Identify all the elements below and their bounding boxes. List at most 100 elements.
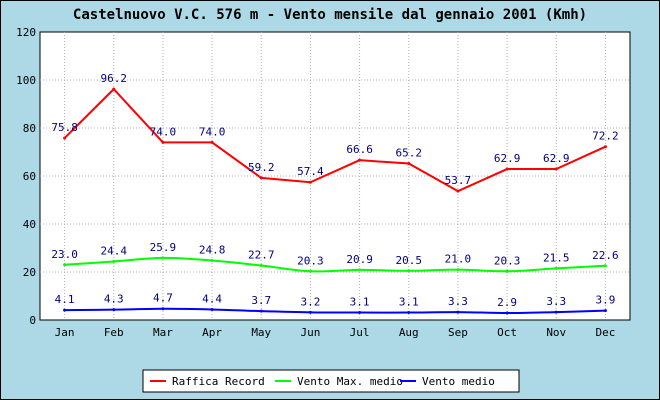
data-point [554, 266, 558, 270]
data-label: 3.3 [448, 295, 468, 308]
data-point [63, 308, 67, 312]
x-tick-label: Sep [448, 326, 468, 339]
data-label: 20.3 [297, 254, 324, 267]
data-point [63, 263, 67, 267]
x-tick-label: Feb [104, 326, 124, 339]
data-label: 3.1 [399, 296, 419, 309]
series-line-vento-medio [64, 307, 606, 315]
series-line-raffica-record [63, 87, 606, 193]
data-label: 3.9 [595, 294, 615, 307]
data-point [161, 307, 165, 311]
data-point [112, 308, 116, 312]
x-tick-label: Mar [153, 326, 173, 339]
y-tick-label: 80 [23, 122, 36, 135]
chart-title: Castelnuovo V.C. 576 m - Vento mensile d… [73, 7, 587, 23]
x-tick-label: Jan [55, 326, 75, 339]
x-tick-label: Jul [350, 326, 370, 339]
y-tick-label: 100 [16, 74, 36, 87]
series-line-vento-max-medio [64, 256, 606, 273]
data-point [112, 259, 116, 263]
y-tick-label: 60 [23, 170, 36, 183]
x-tick-label: Dec [595, 326, 615, 339]
data-label: 65.2 [396, 147, 423, 160]
data-label: 75.8 [51, 121, 78, 134]
x-tick-label: Jun [300, 326, 320, 339]
data-label: 20.9 [346, 253, 373, 266]
data-label: 4.7 [153, 292, 173, 305]
data-label: 24.4 [101, 244, 128, 257]
data-point [210, 258, 214, 262]
data-label: 4.4 [202, 292, 222, 305]
legend-label-vento-medio: Vento medio [422, 375, 495, 388]
grid-lines [40, 32, 630, 320]
y-tick-label: 40 [23, 218, 36, 231]
y-tick-label: 120 [16, 26, 36, 39]
data-label: 20.5 [396, 254, 423, 267]
data-point [407, 269, 411, 273]
y-tick-label: 0 [29, 314, 36, 327]
x-tick-label: Oct [497, 326, 517, 339]
y-tick-label: 20 [23, 266, 36, 279]
data-point [259, 309, 263, 313]
data-point [161, 140, 165, 144]
data-point [112, 87, 116, 91]
data-point [554, 310, 558, 314]
x-tick-label: Apr [202, 326, 222, 339]
legend: Raffica Record Vento Max. medio Vento medi… [142, 369, 520, 393]
series-layer: 75.8 96.2 74.0 74.0 59.2 57.4 66.6 65.2 53.7 62.9… [51, 72, 619, 315]
data-point [407, 162, 411, 166]
x-tick-label: Aug [399, 326, 419, 339]
x-axis: Jan Feb Mar Apr May Jun Jul Aug Sep Oct Nov Dec [55, 326, 616, 339]
data-point [505, 311, 509, 315]
x-tick-label: Nov [546, 326, 566, 339]
data-point [308, 310, 312, 314]
data-point [603, 145, 607, 149]
data-point [456, 310, 460, 314]
data-label: 74.0 [199, 125, 226, 138]
data-label: 22.7 [248, 249, 275, 262]
data-label: 3.2 [300, 295, 320, 308]
data-point [554, 167, 558, 171]
data-point [210, 307, 214, 311]
data-point [161, 256, 165, 260]
data-label: 20.3 [494, 254, 521, 267]
data-label: 4.1 [55, 293, 75, 306]
data-label: 22.6 [592, 249, 619, 262]
data-label: 3.7 [251, 294, 271, 307]
data-label: 23.0 [51, 248, 78, 261]
x-tick-label: May [251, 326, 271, 339]
data-label: 57.4 [297, 165, 324, 178]
data-label: 3.1 [350, 296, 370, 309]
data-point [505, 269, 509, 273]
data-label: 66.6 [346, 143, 373, 156]
data-point [603, 309, 607, 313]
data-label: 53.7 [445, 174, 472, 187]
data-label: 74.0 [150, 125, 177, 138]
data-label: 2.9 [497, 296, 517, 309]
data-point [505, 167, 509, 171]
data-point [259, 176, 263, 180]
legend-box [142, 369, 520, 393]
data-point [456, 189, 460, 193]
data-point [407, 311, 411, 315]
data-point [210, 140, 214, 144]
legend-label-vento-max-medio: Vento Max. medio [297, 375, 403, 388]
data-label: 25.9 [150, 241, 177, 254]
data-label: 21.5 [543, 251, 570, 264]
data-point [358, 158, 362, 162]
data-point [358, 311, 362, 315]
data-point [308, 269, 312, 273]
data-point [456, 268, 460, 272]
y-axis: 0 20 40 60 80 100 120 [16, 26, 36, 327]
data-label: 24.8 [199, 243, 226, 256]
data-label: 96.2 [101, 72, 128, 85]
legend-label-raffica-record: Raffica Record [172, 375, 265, 388]
data-label: 62.9 [543, 152, 570, 165]
data-point [603, 264, 607, 268]
data-point [358, 268, 362, 272]
data-label: 62.9 [494, 152, 521, 165]
data-point [63, 136, 67, 140]
data-label: 3.3 [546, 295, 566, 308]
data-label: 4.3 [104, 293, 124, 306]
